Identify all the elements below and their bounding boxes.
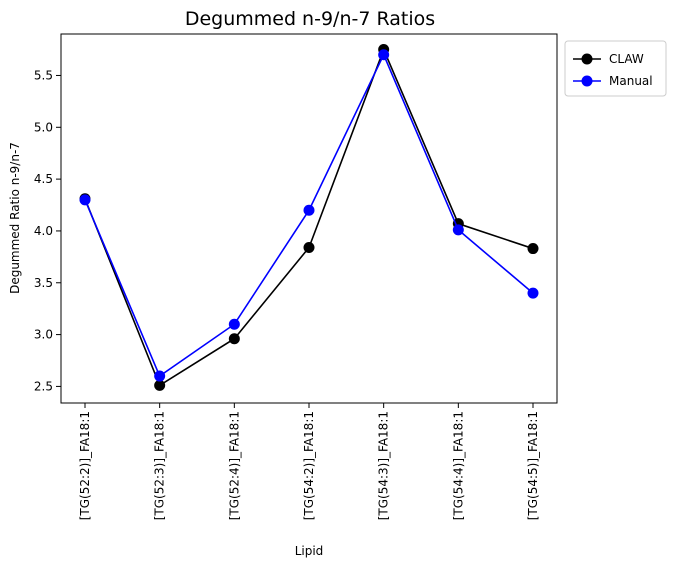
data-point-manual xyxy=(378,49,390,61)
y-tick-label: 5.0 xyxy=(34,120,53,134)
data-point-claw xyxy=(228,333,240,345)
data-point-manual xyxy=(228,318,240,330)
data-point-manual xyxy=(527,287,539,299)
x-tick-label: [TG(52:2)]_FA18:1 xyxy=(78,411,92,520)
data-point-claw xyxy=(527,243,539,255)
legend-marker xyxy=(581,53,593,65)
plot-frame xyxy=(60,33,558,404)
chart-title: Degummed n-9/n-7 Ratios xyxy=(185,8,435,30)
legend: CLAW Manual xyxy=(564,40,667,97)
x-tick-label: [TG(52:4)]_FA18:1 xyxy=(227,411,241,520)
x-tick-label: [TG(54:2)]_FA18:1 xyxy=(302,411,316,520)
x-tick-label: [TG(54:3)]_FA18:1 xyxy=(377,411,391,520)
series-layer xyxy=(79,44,539,391)
y-tick-label: 5.5 xyxy=(34,68,53,82)
data-point-manual xyxy=(452,224,464,236)
x-tick-label: [TG(52:3)]_FA18:1 xyxy=(153,411,167,520)
y-tick-label: 4.0 xyxy=(34,224,53,238)
legend-marker xyxy=(581,75,593,87)
y-axis-label: Degummed Ratio n-9/n-7 xyxy=(8,142,22,294)
x-axis: [TG(52:2)]_FA18:1 [TG(52:3)]_FA18:1 [TG(52… xyxy=(78,403,540,520)
y-tick-label: 3.0 xyxy=(34,328,53,342)
y-tick-label: 2.5 xyxy=(34,379,53,393)
legend-label: Manual xyxy=(609,74,653,88)
y-tick-label: 3.5 xyxy=(34,276,53,290)
data-point-manual xyxy=(154,370,166,382)
x-tick-label: [TG(54:5)]_FA18:1 xyxy=(526,411,540,520)
data-point-claw xyxy=(303,242,315,254)
data-point-manual xyxy=(303,204,315,216)
data-point-claw xyxy=(154,379,166,391)
y-tick-label: 4.5 xyxy=(34,172,53,186)
x-axis-label: Lipid xyxy=(295,544,324,558)
y-axis: 2.5 3.0 3.5 4.0 4.5 5.0 5.5 xyxy=(34,68,61,393)
series-line-claw xyxy=(84,47,534,387)
x-tick-label: [TG(54:4)]_FA18:1 xyxy=(451,411,465,520)
legend-label: CLAW xyxy=(609,52,644,66)
data-point-manual xyxy=(79,194,91,206)
